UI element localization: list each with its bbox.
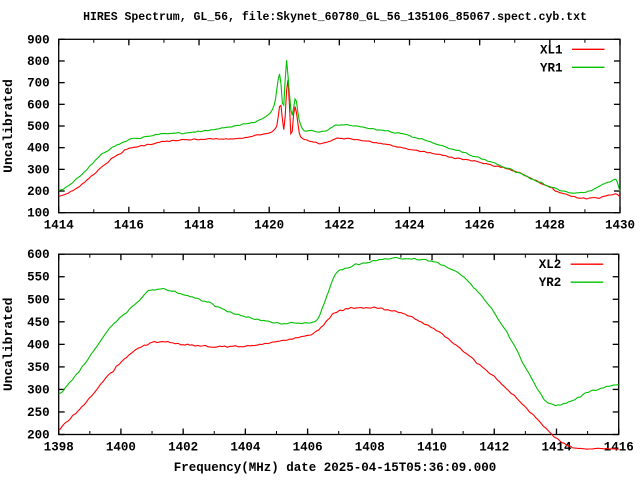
- svg-text:XL1: XL1: [540, 43, 563, 57]
- svg-text:XL2: XL2: [539, 258, 562, 272]
- svg-text:100: 100: [27, 207, 50, 221]
- svg-text:1414: 1414: [541, 441, 572, 455]
- svg-text:Frequency(MHz) date 2025-04-15: Frequency(MHz) date 2025-04-15T05:36:09.…: [174, 461, 497, 475]
- svg-text:1404: 1404: [230, 441, 261, 455]
- svg-text:300: 300: [27, 383, 50, 397]
- svg-text:Uncalibrated: Uncalibrated: [1, 298, 16, 392]
- svg-text:1428: 1428: [535, 219, 565, 233]
- svg-text:HIRES Spectrum, GL_56, file:Sk: HIRES Spectrum, GL_56, file:Skynet_60780…: [83, 11, 587, 24]
- svg-text:600: 600: [27, 98, 50, 112]
- svg-text:1424: 1424: [395, 219, 426, 233]
- svg-text:1410: 1410: [417, 441, 447, 455]
- svg-text:200: 200: [27, 429, 50, 443]
- svg-text:700: 700: [27, 77, 50, 91]
- svg-text:1422: 1422: [324, 219, 354, 233]
- svg-text:1430: 1430: [605, 219, 635, 233]
- svg-text:250: 250: [27, 406, 50, 420]
- svg-text:1398: 1398: [44, 441, 74, 455]
- svg-text:450: 450: [27, 316, 50, 330]
- svg-text:900: 900: [27, 33, 50, 47]
- svg-text:500: 500: [27, 293, 50, 307]
- svg-text:500: 500: [27, 120, 50, 134]
- svg-text:1426: 1426: [465, 219, 495, 233]
- svg-text:1406: 1406: [293, 441, 323, 455]
- svg-text:350: 350: [27, 361, 50, 375]
- svg-text:1408: 1408: [355, 441, 385, 455]
- svg-text:300: 300: [27, 163, 50, 177]
- svg-text:400: 400: [27, 142, 50, 156]
- svg-text:1400: 1400: [106, 441, 136, 455]
- svg-text:1416: 1416: [604, 441, 634, 455]
- svg-text:1412: 1412: [479, 441, 509, 455]
- svg-text:YR1: YR1: [540, 61, 563, 75]
- svg-text:600: 600: [27, 248, 50, 262]
- svg-text:1420: 1420: [254, 219, 284, 233]
- svg-text:1416: 1416: [114, 219, 144, 233]
- svg-text:1414: 1414: [44, 219, 75, 233]
- svg-text:200: 200: [27, 185, 50, 199]
- svg-text:400: 400: [27, 338, 50, 352]
- svg-text:YR2: YR2: [539, 276, 562, 290]
- svg-text:550: 550: [27, 271, 50, 285]
- svg-text:1418: 1418: [184, 219, 214, 233]
- svg-text:Uncalibrated: Uncalibrated: [1, 79, 16, 173]
- svg-text:800: 800: [27, 55, 50, 69]
- svg-text:1402: 1402: [168, 441, 198, 455]
